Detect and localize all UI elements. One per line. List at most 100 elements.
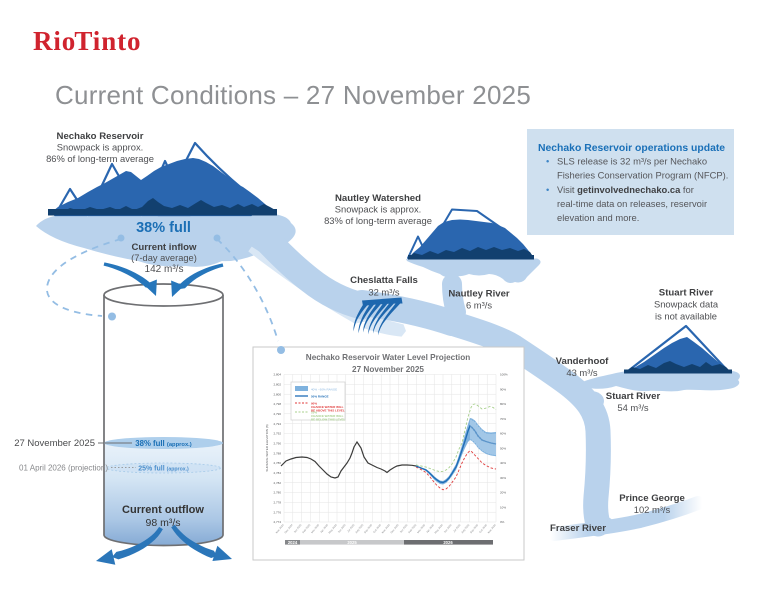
svg-text:10%: 10% (500, 505, 506, 509)
svg-text:Feb 2025: Feb 2025 (301, 523, 311, 534)
svg-text:Nechako Reservoir operations u: Nechako Reservoir operations update (538, 143, 725, 154)
svg-text:Jan 2026: Jan 2026 (399, 523, 409, 534)
svg-text:2,804: 2,804 (273, 373, 281, 377)
svg-text:Dec 2024: Dec 2024 (283, 523, 294, 535)
svg-text:2,790: 2,790 (273, 442, 281, 446)
svg-text:Nechako Reservoir Water Level: Nechako Reservoir Water Level Projection (306, 353, 470, 362)
svg-text:2,796: 2,796 (273, 412, 281, 416)
svg-text:20%: 20% (500, 491, 506, 495)
svg-text:Apr 2025: Apr 2025 (319, 523, 329, 534)
svg-text:Fisheries Conservation Program: Fisheries Conservation Program (NFCP). (557, 170, 728, 181)
svg-text:60%: 60% (500, 432, 506, 436)
svg-text:2,782: 2,782 (273, 481, 281, 485)
svg-text:86% of long-term average: 86% of long-term average (46, 153, 154, 164)
svg-text:Aug 2026: Aug 2026 (460, 523, 471, 535)
svg-text:BE ABOVE THIS LEVEL: BE ABOVE THIS LEVEL (311, 409, 345, 413)
svg-text:Jun 2026: Jun 2026 (443, 523, 453, 534)
svg-text:Snowpack is approx.: Snowpack is approx. (57, 142, 144, 153)
svg-text:98 m³/s: 98 m³/s (145, 517, 180, 529)
svg-text:Aug 2025: Aug 2025 (354, 523, 365, 535)
svg-text:50%: 50% (500, 446, 506, 450)
svg-text:70%: 70% (500, 417, 506, 421)
svg-text:Sep 2026: Sep 2026 (469, 523, 480, 535)
svg-text:40% - 60% RANGE: 40% - 60% RANGE (311, 388, 337, 392)
svg-text:2026: 2026 (443, 540, 453, 545)
svg-text:Vanderhoof: Vanderhoof (556, 356, 610, 367)
svg-text:Nechako Reservoir: Nechako Reservoir (57, 131, 144, 142)
svg-text:real-time data on releases, re: real-time data on releases, reservoir (557, 198, 707, 209)
svg-text:50% RANGE: 50% RANGE (311, 395, 329, 399)
svg-text:Oct 2025: Oct 2025 (372, 523, 382, 534)
svg-text:2,780: 2,780 (273, 491, 281, 495)
svg-text:Dec 2025: Dec 2025 (389, 523, 400, 535)
svg-text:2,778: 2,778 (273, 501, 281, 505)
svg-text:Stuart River: Stuart River (606, 391, 661, 402)
svg-text:32 m³/s: 32 m³/s (368, 287, 400, 298)
svg-text:2,792: 2,792 (273, 432, 281, 436)
svg-text:6 m³/s: 6 m³/s (466, 300, 492, 311)
svg-text:142 m³/s: 142 m³/s (145, 264, 184, 275)
svg-text:Snowpack is approx.: Snowpack is approx. (335, 204, 422, 215)
svg-text:2,788: 2,788 (273, 451, 281, 455)
svg-text:2024: 2024 (288, 540, 298, 545)
svg-text:Feb 2026: Feb 2026 (407, 523, 417, 534)
svg-text:May 2026: May 2026 (433, 523, 444, 535)
svg-text:Oct 2026: Oct 2026 (478, 523, 488, 534)
svg-text:27 November 2025: 27 November 2025 (14, 438, 95, 449)
svg-text:2,776: 2,776 (273, 510, 281, 514)
svg-text:10%: 10% (311, 411, 317, 415)
svg-text:2,786: 2,786 (273, 461, 281, 465)
svg-text:Jan 2025: Jan 2025 (293, 523, 303, 534)
svg-text:2,800: 2,800 (273, 392, 281, 396)
svg-text:30%: 30% (500, 476, 506, 480)
svg-text:Nov 2024: Nov 2024 (275, 523, 286, 535)
svg-text:83% of long-term average: 83% of long-term average (324, 215, 432, 226)
svg-text:•: • (546, 156, 549, 167)
svg-text:54 m³/s: 54 m³/s (617, 402, 649, 413)
svg-text:2,798: 2,798 (273, 402, 281, 406)
svg-text:27 November 2025: 27 November 2025 (352, 365, 424, 374)
svg-text:Cheslatta Falls: Cheslatta Falls (350, 275, 418, 286)
svg-text:Nov 2026: Nov 2026 (487, 523, 498, 535)
svg-text:Nautley Watershed: Nautley Watershed (335, 193, 421, 204)
svg-text:Mar 2026: Mar 2026 (416, 523, 426, 534)
svg-text:2,774: 2,774 (273, 520, 281, 524)
svg-text:Snowpack data: Snowpack data (654, 299, 719, 310)
svg-text:01 April 2026 (projection): 01 April 2026 (projection) (19, 464, 108, 473)
svg-text:•: • (546, 184, 549, 195)
svg-text:RioTinto: RioTinto (33, 26, 141, 56)
svg-text:elevation and more.: elevation and more. (557, 212, 639, 223)
svg-text:SURFACE WATER ELEVATION (ft): SURFACE WATER ELEVATION (ft) (265, 424, 269, 471)
svg-text:Prince George: Prince George (619, 493, 685, 504)
svg-text:43 m³/s: 43 m³/s (566, 367, 598, 378)
svg-text:80%: 80% (500, 402, 506, 406)
svg-text:100%: 100% (500, 373, 508, 377)
svg-text:Jun 2025: Jun 2025 (337, 523, 347, 534)
svg-text:102 m³/s: 102 m³/s (634, 504, 671, 515)
svg-text:(7-day average): (7-day average) (131, 253, 197, 263)
svg-text:CHANCE WATER WILL: CHANCE WATER WILL (311, 414, 344, 418)
svg-text:Jul 2026: Jul 2026 (452, 523, 462, 534)
svg-text:BE BELOW THIS LEVEL: BE BELOW THIS LEVEL (311, 418, 346, 422)
svg-text:Sep 2025: Sep 2025 (363, 523, 374, 535)
svg-text:38% full (approx.): 38% full (approx.) (135, 439, 192, 448)
svg-text:Jul 2025: Jul 2025 (346, 523, 356, 534)
svg-text:40%: 40% (500, 461, 506, 465)
svg-text:2,794: 2,794 (273, 422, 281, 426)
svg-text:May 2025: May 2025 (327, 523, 338, 535)
svg-text:90%: 90% (311, 402, 317, 406)
svg-text:SLS release is 32 m³/s per Nec: SLS release is 32 m³/s per Nechako (557, 156, 707, 167)
svg-text:CHANCE WATER WILL: CHANCE WATER WILL (311, 405, 344, 409)
svg-text:Nautley River: Nautley River (448, 289, 510, 300)
svg-text:38% full: 38% full (136, 220, 191, 236)
svg-text:Visit getinvolvednechako.ca fo: Visit getinvolvednechako.ca for (557, 184, 694, 195)
svg-text:2,784: 2,784 (273, 471, 281, 475)
svg-text:Fraser River: Fraser River (550, 523, 606, 534)
svg-text:Current Conditions – 27 Novemb: Current Conditions – 27 November 2025 (55, 80, 531, 110)
svg-text:Nov 2025: Nov 2025 (381, 523, 392, 535)
svg-text:25% full (approx.): 25% full (approx.) (138, 466, 189, 473)
svg-text:Mar 2025: Mar 2025 (310, 523, 320, 534)
svg-text:0%: 0% (500, 520, 505, 524)
svg-text:Stuart River: Stuart River (659, 288, 714, 299)
svg-text:Current inflow: Current inflow (131, 242, 197, 253)
